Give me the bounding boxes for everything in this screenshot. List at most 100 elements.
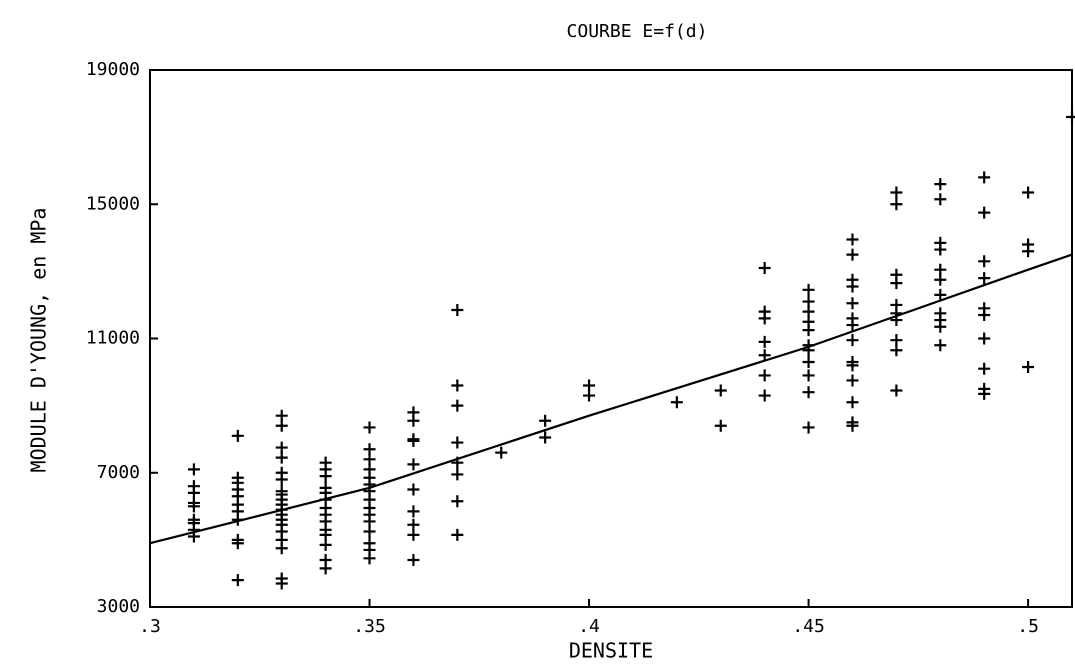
x-tick-label: .45 xyxy=(792,616,825,637)
y-axis-label: MODULE D'YOUNG, en MPa xyxy=(27,208,51,473)
point xyxy=(934,263,947,276)
point xyxy=(978,362,991,375)
point xyxy=(275,451,288,464)
point xyxy=(407,434,420,447)
point xyxy=(275,542,288,555)
y-tick-label: 11000 xyxy=(86,328,140,349)
point xyxy=(1066,110,1075,123)
point xyxy=(714,384,727,397)
point xyxy=(978,332,991,345)
point xyxy=(407,505,420,518)
point xyxy=(934,288,947,301)
point xyxy=(407,528,420,541)
point xyxy=(407,458,420,471)
point xyxy=(978,171,991,184)
point xyxy=(451,399,464,412)
point xyxy=(846,233,859,246)
y-tick-label: 3000 xyxy=(97,596,140,617)
y-tick-label: 19000 xyxy=(86,59,140,80)
point xyxy=(758,312,771,325)
point xyxy=(275,473,288,486)
point xyxy=(978,309,991,322)
point xyxy=(363,443,376,456)
point xyxy=(758,389,771,402)
point xyxy=(934,339,947,352)
point xyxy=(890,198,903,211)
point xyxy=(846,319,859,332)
point xyxy=(978,206,991,219)
point xyxy=(978,387,991,400)
point xyxy=(231,429,244,442)
fit-line xyxy=(149,253,1073,545)
point xyxy=(539,414,552,427)
point xyxy=(758,262,771,275)
point xyxy=(758,349,771,362)
point xyxy=(319,470,332,483)
point xyxy=(802,324,815,337)
point xyxy=(714,419,727,432)
point xyxy=(890,344,903,357)
y-tick-label: 7000 xyxy=(97,462,140,483)
point xyxy=(187,500,200,513)
point xyxy=(802,283,815,296)
x-tick-label: .4 xyxy=(578,616,600,637)
point xyxy=(802,421,815,434)
point xyxy=(846,359,859,372)
point xyxy=(1022,361,1035,374)
point xyxy=(275,441,288,454)
point xyxy=(583,379,596,392)
point xyxy=(978,272,991,285)
point xyxy=(275,577,288,590)
point xyxy=(451,468,464,481)
plot-frame xyxy=(149,69,1073,608)
point xyxy=(802,369,815,382)
point xyxy=(451,495,464,508)
point xyxy=(319,538,332,551)
point xyxy=(846,419,859,432)
y-tick-label: 15000 xyxy=(86,193,140,214)
point xyxy=(846,334,859,347)
point xyxy=(846,297,859,310)
point xyxy=(407,554,420,567)
point xyxy=(1022,186,1035,199)
point xyxy=(846,374,859,387)
point xyxy=(363,453,376,466)
point xyxy=(1022,245,1035,258)
point xyxy=(802,355,815,368)
point xyxy=(846,280,859,293)
point xyxy=(363,552,376,565)
point xyxy=(319,562,332,575)
point xyxy=(407,414,420,427)
point xyxy=(495,446,508,459)
point xyxy=(934,243,947,256)
point xyxy=(802,305,815,318)
x-tick-label: .35 xyxy=(353,616,386,637)
x-axis-label: DENSITE xyxy=(569,639,653,663)
point xyxy=(934,320,947,333)
point xyxy=(802,386,815,399)
point xyxy=(890,384,903,397)
point xyxy=(275,419,288,432)
point xyxy=(846,248,859,261)
point xyxy=(978,255,991,268)
x-tick-label: .5 xyxy=(1017,616,1039,637)
point xyxy=(758,335,771,348)
point xyxy=(802,295,815,308)
point xyxy=(846,396,859,409)
point xyxy=(890,334,903,347)
point xyxy=(363,421,376,434)
point xyxy=(451,528,464,541)
point xyxy=(583,389,596,402)
point xyxy=(934,273,947,286)
point xyxy=(758,369,771,382)
point xyxy=(890,277,903,290)
point xyxy=(934,178,947,191)
point xyxy=(363,525,376,538)
point xyxy=(363,515,376,528)
point xyxy=(187,463,200,476)
point xyxy=(451,436,464,449)
point xyxy=(539,431,552,444)
x-tick-label: .3 xyxy=(139,616,161,637)
point xyxy=(451,303,464,316)
